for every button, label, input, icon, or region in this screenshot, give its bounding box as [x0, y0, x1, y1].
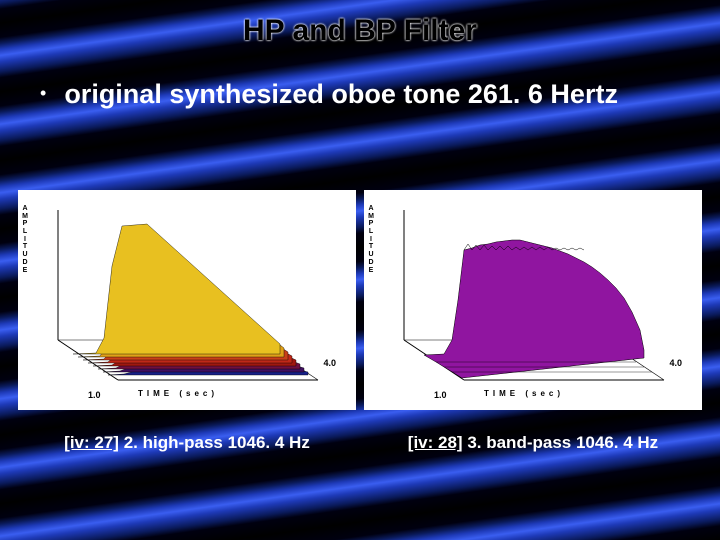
y-axis-label: A M P L I T U D E	[20, 205, 30, 274]
time-end: 4.0	[669, 358, 682, 368]
slide-content: HP and BP Filter • original synthesized …	[0, 0, 720, 540]
chart-highpass-svg	[48, 200, 348, 400]
caption-link[interactable]: [iv: 28]	[408, 433, 463, 452]
bullet-item: • original synthesized oboe tone 261. 6 …	[40, 78, 680, 112]
chart-highpass: A M P L I T U D E	[18, 190, 356, 410]
time-axis-label: TIME (sec)	[484, 389, 564, 398]
time-start: 1.0	[88, 390, 101, 400]
time-end: 4.0	[323, 358, 336, 368]
caption-highpass: [iv: 27] 2. high-pass 1046. 4 Hz	[18, 432, 356, 453]
slide-title: HP and BP Filter	[0, 14, 720, 48]
y-axis-label: A M P L I T U D E	[366, 205, 376, 274]
bullet-marker: •	[40, 78, 46, 108]
chart-bandpass-svg	[394, 200, 694, 400]
caption-text: 2. high-pass 1046. 4 Hz	[119, 433, 310, 452]
caption-text: 3. band-pass 1046. 4 Hz	[463, 433, 659, 452]
charts-row: A M P L I T U D E	[18, 190, 702, 410]
captions-row: [iv: 27] 2. high-pass 1046. 4 Hz [iv: 28…	[18, 432, 702, 453]
time-axis-label: TIME (sec)	[138, 389, 218, 398]
time-start: 1.0	[434, 390, 447, 400]
caption-link[interactable]: [iv: 27]	[64, 433, 119, 452]
caption-bandpass: [iv: 28] 3. band-pass 1046. 4 Hz	[364, 432, 702, 453]
chart-bandpass: A M P L I T U D E	[364, 190, 702, 410]
bullet-text: original synthesized oboe tone 261. 6 He…	[64, 78, 618, 112]
